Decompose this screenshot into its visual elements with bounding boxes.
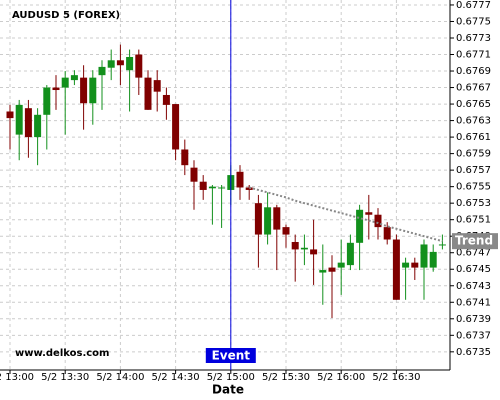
y-tick-label: 0.6735 (456, 347, 491, 358)
y-tick-label: 0.6759 (456, 149, 491, 160)
y-tick-label: 0.6753 (456, 198, 491, 209)
y-tick-label: 0.6775 (456, 16, 491, 27)
y-tick-label: 0.6765 (456, 99, 491, 110)
trend-label-box (452, 233, 498, 250)
y-tick-label: 0.6745 (456, 264, 491, 275)
candle-body (392, 239, 400, 300)
candle-body (402, 262, 410, 268)
y-tick-label: 0.6767 (456, 83, 491, 94)
candle-body (6, 111, 14, 119)
y-tick-label: 0.6771 (456, 50, 491, 61)
candle-body (282, 227, 290, 235)
candle-body (236, 171, 244, 188)
candle-body (70, 75, 78, 81)
x-tick-label: 5/2 14:00 (96, 372, 144, 383)
x-tick-label: 5/2 16:00 (317, 372, 365, 383)
x-tick-label: 5/2 13:30 (41, 372, 89, 383)
candle-body (116, 60, 124, 66)
candle-body (264, 207, 272, 235)
x-tick-label: 5/2 15:30 (262, 372, 310, 383)
candle-body (43, 87, 51, 115)
candle-body (411, 262, 419, 268)
y-tick-label: 0.6755 (456, 182, 491, 193)
candle-body (300, 247, 308, 250)
chart-title: AUDUSD 5 (FOREX) (12, 10, 120, 21)
x-axis-label: Date (212, 383, 244, 397)
event-label-box (205, 348, 256, 363)
candle-body (89, 77, 97, 104)
candle-body (181, 149, 189, 166)
candle-body (208, 186, 216, 189)
trend-label: Trend (455, 234, 493, 248)
candle-body (429, 251, 437, 268)
y-tick-label: 0.6757 (456, 165, 491, 176)
candle-body (218, 187, 226, 189)
y-tick-label: 0.6777 (456, 0, 491, 11)
candle-body (365, 212, 373, 215)
candle-body (61, 77, 69, 88)
y-tick-label: 0.6761 (456, 132, 491, 143)
y-tick-label: 0.6737 (456, 330, 491, 341)
x-tick-label: 5/2 15:00 (207, 372, 255, 383)
candle-body (24, 108, 32, 138)
candle-body (374, 214, 382, 228)
x-tick-label: 5/2 14:30 (152, 372, 200, 383)
candle-body (107, 60, 115, 68)
candle-body (273, 207, 281, 230)
y-tick-label: 0.6747 (456, 248, 491, 259)
y-tick-label: 0.6743 (456, 281, 491, 292)
candle-body (438, 244, 446, 246)
candle-body (162, 94, 170, 105)
candle-body (98, 66, 106, 76)
candle-body (34, 114, 42, 138)
y-tick-label: 0.6769 (456, 66, 491, 77)
candle-body (346, 242, 354, 266)
candle-body (199, 181, 207, 190)
y-tick-label: 0.6751 (456, 215, 491, 226)
y-tick-label: 0.6741 (456, 297, 491, 308)
watermark: www.delkos.com (15, 348, 109, 359)
trend-line (248, 186, 443, 243)
candle-body (291, 241, 299, 250)
candle-body (245, 187, 253, 190)
y-tick-label: 0.6739 (456, 314, 491, 325)
candle-body (190, 167, 198, 182)
candle-body (126, 56, 134, 71)
candle-body (356, 209, 364, 243)
candle-body (319, 270, 327, 273)
x-tick-label: 5/2 16:30 (372, 372, 420, 383)
candle-body (135, 54, 143, 78)
candle-body (153, 80, 161, 92)
candle-body (172, 104, 180, 150)
candle-body (328, 267, 336, 272)
candle-body (52, 87, 60, 91)
candle-body (15, 104, 23, 135)
candle-body (337, 262, 345, 268)
candle-body (144, 77, 152, 110)
candle-body (310, 249, 318, 255)
event-label: Event (212, 349, 251, 363)
y-tick-label: 0.6763 (456, 116, 491, 127)
candle-body (383, 227, 391, 240)
candle-body (420, 244, 428, 268)
x-tick-label: 5/2 13:00 (0, 372, 34, 383)
candle-body (80, 77, 88, 104)
y-tick-label: 0.6773 (456, 33, 491, 44)
candle-body (254, 203, 262, 235)
